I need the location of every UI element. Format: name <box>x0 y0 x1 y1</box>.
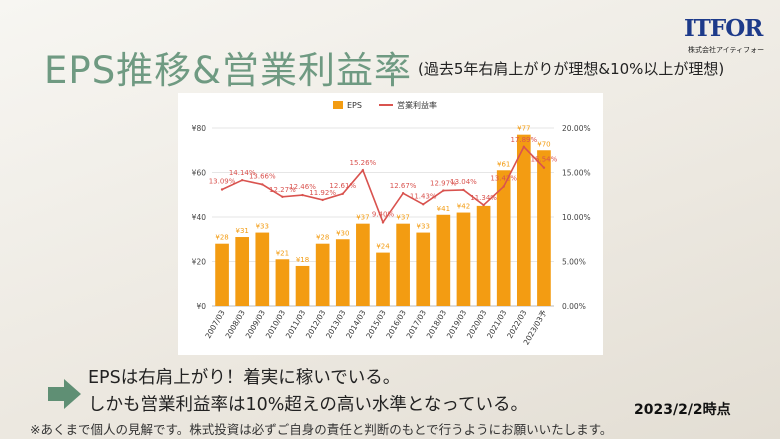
eps-bar <box>295 265 310 306</box>
eps-data-label: ¥21 <box>276 249 289 257</box>
right-axis-tick-label: 10.00% <box>562 213 591 222</box>
margin-data-label: 12.27% <box>269 186 296 194</box>
margin-data-label: 15.26% <box>350 159 377 167</box>
margin-point <box>442 189 445 192</box>
right-axis-tick-label: 20.00% <box>562 124 591 133</box>
eps-data-label: ¥33 <box>417 223 430 231</box>
margin-data-label: 12.67% <box>390 182 417 190</box>
margin-point <box>220 188 224 191</box>
margin-data-label: 12.97% <box>430 180 457 188</box>
eps-bar <box>356 223 370 306</box>
margin-point <box>422 203 425 206</box>
right-axis-tick-label: 15.00% <box>562 169 591 178</box>
eps-bar <box>376 252 390 306</box>
eps-data-label: ¥42 <box>457 203 470 211</box>
eps-bar <box>476 205 491 306</box>
margin-point <box>502 185 505 188</box>
eps-bar <box>215 243 229 306</box>
margin-point <box>281 195 284 198</box>
margin-data-label: 11.34% <box>470 194 497 202</box>
margin-data-label: 12.46% <box>289 183 316 191</box>
margin-point <box>240 178 244 182</box>
margin-point <box>482 203 485 207</box>
eps-bar <box>396 223 410 306</box>
eps-data-label: ¥28 <box>316 234 329 242</box>
eps-bar <box>537 150 551 306</box>
eps-margin-chart: ¥0 ¥20 ¥40 ¥60 ¥80 0.00% 5.00% 10.00% 15.00% 20.0… <box>192 100 591 346</box>
margin-data-label: 11.43% <box>410 192 437 200</box>
eps-data-label: ¥33 <box>256 223 269 231</box>
margin-point <box>321 198 324 202</box>
eps-data-label: ¥18 <box>296 256 309 264</box>
eps-bar <box>275 259 290 306</box>
margin-data-label: 9.40% <box>372 210 395 218</box>
margin-point <box>361 168 365 172</box>
margin-point <box>542 166 546 169</box>
margin-data-label: 17.89% <box>510 136 537 144</box>
eps-data-label: ¥37 <box>356 214 369 222</box>
left-axis-tick-label: ¥40 <box>192 213 207 222</box>
margin-point <box>341 192 344 195</box>
right-axis-tick-label: 5.00% <box>562 258 586 267</box>
left-axis-tick-label: ¥60 <box>192 169 207 178</box>
margin-point <box>301 193 304 197</box>
eps-data-label: ¥37 <box>396 214 409 222</box>
arrow-right-icon <box>48 379 81 409</box>
eps-bar <box>315 243 330 306</box>
eps-bar <box>416 232 431 306</box>
margin-point <box>522 145 526 148</box>
left-axis-tick-label: ¥20 <box>192 258 207 267</box>
margin-data-label: 13.04% <box>450 178 477 186</box>
logo-mark: ITFOR <box>684 15 763 42</box>
eps-bar <box>255 232 270 306</box>
eps-bar <box>335 239 350 306</box>
right-axis-tick-label: 0.00% <box>562 302 586 311</box>
eps-data-label: ¥30 <box>336 229 349 237</box>
as-of-date: 2023/2/2時点 <box>634 402 731 418</box>
eps-bar <box>516 134 531 306</box>
eps-data-label: ¥70 <box>537 140 550 148</box>
margin-data-label: 13.42% <box>490 175 517 183</box>
margin-data-label: 13.09% <box>209 177 236 185</box>
disclaimer-text: ※あくまで個人の見解です。株式投資は必ずご自身の責任と判断のもとで行うようにお願… <box>30 422 613 437</box>
margin-point <box>381 221 385 224</box>
chart-card: ¥0 ¥20 ¥40 ¥60 ¥80 0.00% 5.00% 10.00% 15.00% 20.0… <box>178 93 603 355</box>
margin-point <box>401 192 405 195</box>
margin-point <box>462 188 465 192</box>
eps-data-label: ¥77 <box>517 125 530 133</box>
eps-bar <box>436 214 451 306</box>
eps-bar <box>235 237 250 306</box>
page-title: EPS推移&営業利益率 <box>44 49 413 92</box>
margin-data-label: 14.14% <box>229 169 256 177</box>
margin-data-label: 13.66% <box>249 172 276 180</box>
page-subtitle: (過去5年右肩上がりが理想&10%以上が理想) <box>418 60 725 78</box>
left-axis-tick-label: ¥80 <box>192 124 207 133</box>
summary-line-1: EPSは右肩上がり！着実に稼いでいる。 <box>88 368 401 388</box>
eps-data-label: ¥24 <box>376 243 390 251</box>
eps-bar <box>496 170 511 306</box>
margin-data-label: 15.54% <box>531 156 558 164</box>
summary-line-2: しかも営業利益率は10%超えの高い水準となっている。 <box>88 395 528 415</box>
eps-data-label: ¥31 <box>235 227 248 235</box>
margin-point <box>261 183 264 186</box>
left-axis-tick-label: ¥0 <box>196 302 206 311</box>
company-logo: ITFOR 株式会社アイティフォー <box>676 13 764 57</box>
legend-swatch-eps <box>333 101 343 109</box>
legend-label-eps: EPS <box>347 101 362 110</box>
margin-data-label: 12.61% <box>329 182 356 190</box>
eps-bar <box>456 212 471 306</box>
eps-data-label: ¥41 <box>437 205 450 213</box>
eps-data-label: ¥61 <box>497 160 510 168</box>
logo-subtext: 株式会社アイティフォー <box>688 46 765 54</box>
legend-label-margin: 営業利益率 <box>397 100 437 110</box>
margin-data-label: 11.92% <box>309 189 336 197</box>
eps-data-label: ¥28 <box>215 234 228 242</box>
